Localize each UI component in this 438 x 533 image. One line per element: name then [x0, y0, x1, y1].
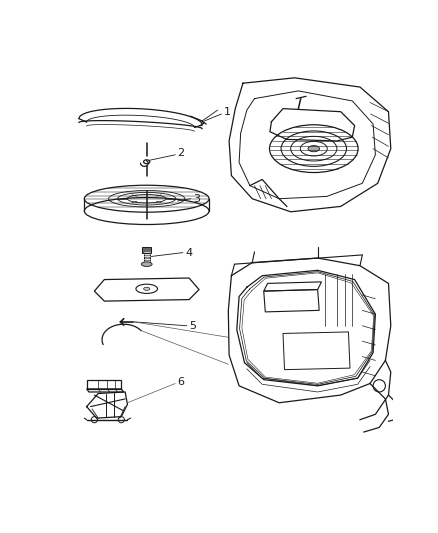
Text: 5: 5: [189, 321, 196, 331]
Text: 4: 4: [185, 248, 192, 257]
Text: 1: 1: [224, 108, 231, 117]
Text: 6: 6: [177, 377, 184, 387]
Ellipse shape: [308, 146, 320, 152]
Ellipse shape: [141, 262, 152, 266]
Text: 2: 2: [177, 148, 185, 158]
Ellipse shape: [144, 287, 150, 290]
Text: 3: 3: [193, 193, 200, 204]
Bar: [144, 249, 150, 263]
Bar: [142, 247, 151, 253]
